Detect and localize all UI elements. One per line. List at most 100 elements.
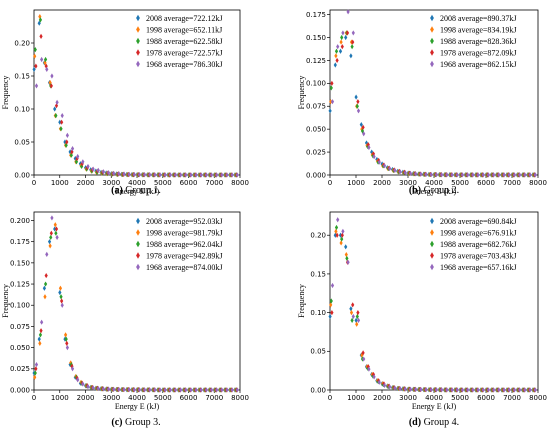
y-tick-label: 0.175: [10, 238, 30, 246]
y-tick-label: 0.050: [306, 126, 326, 134]
data-point: [330, 310, 334, 316]
data-point: [48, 243, 52, 249]
legend-entry: 1998 average=834.19kJ: [440, 25, 517, 34]
x-tick-label: 0: [328, 179, 332, 187]
panel-d: 0 1000 2000 3000 4000 5000 6000 7000 8000 0.00 0.0…: [297, 211, 547, 428]
data-point: [328, 108, 332, 114]
data-point: [45, 66, 49, 72]
x-axis-label: Energy E (kJ): [412, 187, 457, 196]
data-point: [333, 232, 337, 238]
data-point: [168, 387, 172, 393]
data-point: [60, 298, 64, 304]
x-tick-label: 4000: [425, 179, 443, 187]
data-point: [345, 255, 349, 262]
data-point: [460, 172, 465, 178]
data-point: [450, 172, 454, 178]
data-point: [356, 108, 361, 114]
y-tick-label: 0.05: [14, 138, 30, 146]
data-point: [173, 387, 178, 393]
series-1968: [34, 56, 239, 178]
legend-entry: 1978 average=703.43kJ: [440, 251, 517, 260]
data-point: [39, 328, 43, 334]
y-tick-label: 0.000: [306, 171, 326, 179]
data-point: [112, 170, 116, 176]
data-point: [173, 172, 178, 178]
caption-text: Group 4.: [421, 417, 459, 428]
data-point: [502, 387, 506, 393]
data-point: [329, 302, 333, 308]
data-point: [371, 153, 375, 159]
data-point: [179, 387, 183, 393]
y-tick-label: 0.100: [10, 302, 30, 310]
data-point: [235, 387, 239, 393]
data-point: [414, 171, 418, 177]
data-point: [367, 366, 371, 372]
data-point: [43, 60, 47, 66]
legend-marker: [136, 37, 140, 45]
x-tick-label: 8000: [231, 179, 249, 187]
data-point: [344, 244, 348, 250]
data-point: [60, 302, 64, 308]
data-point: [445, 387, 449, 393]
data-point: [492, 172, 496, 178]
x-tick-label: 0: [328, 394, 332, 402]
data-point: [137, 387, 142, 393]
data-point: [132, 387, 136, 393]
data-point: [38, 17, 43, 23]
x-tick-label: 3000: [399, 179, 417, 187]
legend-entry: 1988 average=682.76kJ: [440, 240, 517, 249]
legend-marker: [136, 263, 140, 271]
y-tick-label: 0.025: [10, 365, 30, 373]
data-point: [50, 73, 54, 79]
legend-marker: [430, 217, 434, 225]
x-tick-label: 8000: [231, 394, 249, 402]
data-point: [349, 306, 353, 312]
data-point: [55, 234, 59, 241]
legend-entry: 2008 average=952.03kJ: [146, 217, 223, 226]
data-point: [65, 132, 69, 138]
data-point: [388, 384, 392, 390]
data-point: [419, 386, 423, 393]
data-point: [507, 172, 511, 178]
data-point: [341, 30, 345, 36]
y-tick-label: 0.050: [10, 344, 30, 352]
data-point: [153, 387, 157, 393]
data-point: [440, 387, 444, 393]
data-point: [455, 387, 459, 393]
x-tick-label: 4000: [425, 394, 443, 402]
y-axis-label: Frequency: [297, 76, 306, 110]
data-point: [340, 34, 344, 41]
y-tick-label: 0.100: [306, 80, 326, 88]
data-point: [355, 103, 359, 109]
x-tick-label: 8000: [529, 394, 547, 402]
data-point: [112, 386, 116, 392]
data-point: [351, 313, 355, 320]
data-point: [349, 53, 353, 59]
legend-marker: [430, 229, 434, 236]
data-point: [361, 350, 365, 356]
data-point: [403, 386, 407, 392]
caption-label: (c): [111, 417, 122, 428]
data-point: [37, 20, 41, 26]
data-point: [91, 385, 95, 391]
data-point: [329, 298, 333, 304]
data-point: [50, 215, 54, 221]
data-point: [65, 345, 69, 351]
data-point: [58, 285, 63, 291]
y-tick-label: 0.025: [306, 148, 326, 156]
data-point: [345, 30, 350, 36]
data-point: [346, 259, 350, 265]
data-point: [101, 386, 106, 392]
data-point: [344, 251, 348, 258]
legend-entry: 1968 average=786.30kJ: [146, 60, 223, 69]
data-point: [49, 83, 53, 89]
data-point: [153, 172, 157, 178]
data-point: [225, 172, 229, 178]
plot-frame: [33, 211, 241, 391]
data-point: [382, 382, 387, 388]
data-point: [148, 172, 152, 178]
x-axis-label: Energy E (kJ): [412, 402, 457, 411]
data-point: [49, 234, 53, 241]
